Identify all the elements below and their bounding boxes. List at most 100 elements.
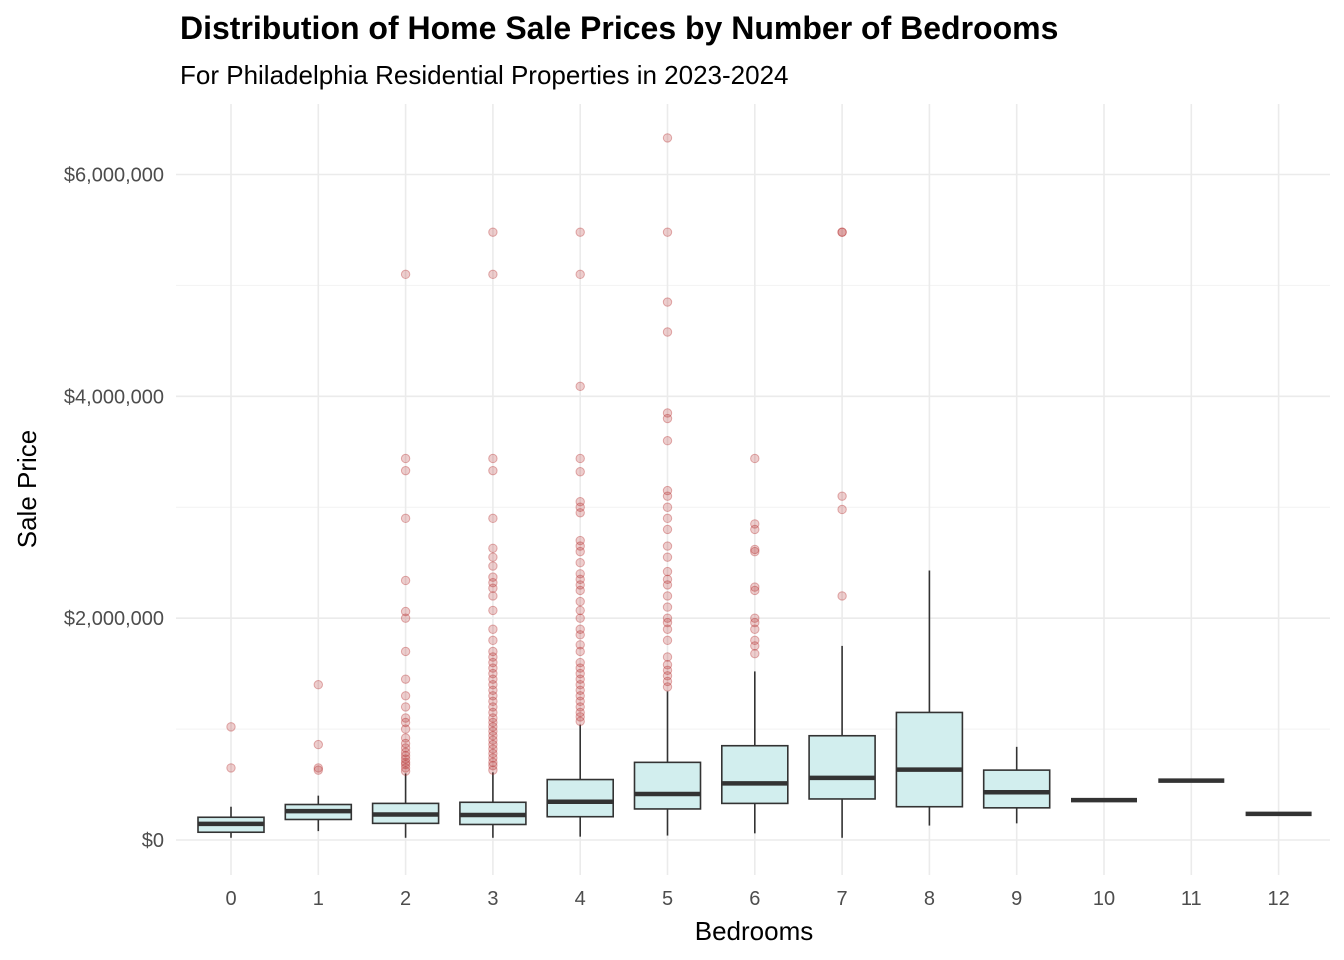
outlier-point (662, 502, 673, 512)
outlier-point (575, 696, 585, 707)
box-iqr (546, 778, 615, 818)
outlier-point (488, 722, 498, 732)
outlier-point (662, 580, 673, 590)
outlier-point (662, 541, 673, 551)
outlier-point (488, 702, 498, 712)
outlier-point (400, 646, 411, 657)
outlier-point (575, 502, 585, 512)
y-tick-label: $6,000,000 (64, 165, 164, 187)
outlier-point (575, 558, 585, 568)
y-tick-label: $4,000,000 (64, 386, 164, 408)
outlier-point (662, 566, 673, 577)
outlier-point (662, 635, 673, 646)
outlier-point (662, 665, 673, 675)
x-axis-title: Bedrooms (695, 916, 814, 946)
outlier-point (488, 757, 498, 768)
box-1 (284, 795, 353, 832)
box-iqr (982, 769, 1051, 809)
outlier-point (575, 605, 585, 616)
outlier-point (400, 453, 411, 464)
outlier-point (575, 702, 585, 712)
outlier-point (400, 606, 411, 617)
outlier-point (575, 640, 585, 650)
outlier-point (575, 585, 585, 596)
outlier-point (488, 561, 498, 571)
outlier-point (313, 739, 323, 750)
box-0 (197, 806, 265, 838)
outlier-point (575, 508, 585, 518)
outlier-point (750, 624, 760, 634)
outlier-point (662, 652, 673, 662)
outlier-point (488, 691, 498, 701)
x-tick-label: 0 (225, 888, 236, 910)
outlier-point (662, 676, 673, 687)
outlier-point (400, 717, 411, 728)
x-tick-label: 11 (1181, 888, 1202, 910)
x-tick-label: 3 (487, 888, 498, 910)
outlier-point (313, 763, 323, 773)
outlier-point (575, 546, 585, 557)
box-series (197, 570, 1312, 838)
outlier-point (575, 716, 585, 727)
outlier-point (837, 591, 847, 601)
outlier-point (488, 453, 498, 464)
outlier-point (488, 577, 498, 588)
outlier-point (575, 574, 585, 585)
outlier-point (488, 572, 498, 582)
outlier-point (400, 269, 411, 280)
outlier-point (488, 624, 498, 634)
outlier-point (400, 465, 411, 476)
y-tick-label: $2,000,000 (64, 608, 164, 630)
box-8 (895, 570, 964, 826)
outlier-point (488, 765, 498, 775)
outlier-point (662, 671, 673, 681)
outlier-point (488, 707, 498, 718)
y-tick-label: $0 (142, 830, 164, 852)
chart-subtitle: For Philadelphia Residential Properties … (180, 60, 789, 90)
outlier-point (662, 602, 673, 612)
outlier-point (575, 630, 585, 640)
outlier-point (575, 680, 585, 690)
outlier-point (575, 541, 585, 551)
outlier-point (750, 585, 760, 596)
box-7 (808, 645, 876, 838)
box-iqr (895, 711, 964, 808)
outlier-point (662, 552, 673, 562)
outlier-point (575, 624, 585, 634)
box-5 (633, 691, 702, 836)
outlier-point (575, 674, 585, 684)
outlier-point (226, 722, 236, 732)
outlier-point (488, 744, 498, 754)
outlier-point (750, 519, 760, 529)
outlier-point (400, 702, 411, 712)
outlier-point (662, 591, 673, 601)
outlier-point (400, 754, 411, 764)
outlier-point (662, 297, 673, 307)
outlier-point (750, 582, 760, 592)
outlier-point (575, 646, 585, 657)
outlier-point (750, 546, 760, 557)
outlier-point (400, 763, 411, 773)
outlier-point (488, 735, 498, 745)
outlier-point (488, 513, 498, 524)
outlier-point (575, 691, 585, 701)
outlier-point (488, 552, 498, 562)
box-3 (459, 772, 527, 838)
outlier-point (575, 685, 585, 695)
outlier-point (488, 680, 498, 690)
outlier-point (575, 712, 585, 722)
outlier-point (488, 543, 498, 553)
outlier-point (488, 227, 498, 237)
outlier-point (488, 713, 498, 723)
outlier-point (488, 696, 498, 707)
outlier-point (662, 524, 673, 535)
box-6 (720, 671, 789, 834)
outlier-point (662, 485, 673, 496)
outlier-point (488, 605, 498, 616)
box-4 (546, 724, 615, 837)
outlier-point (575, 453, 585, 464)
y-axis-title: Sale Price (12, 430, 42, 549)
x-tick-label: 12 (1267, 888, 1289, 910)
outlier-point (662, 613, 673, 623)
outlier-point (488, 583, 498, 593)
